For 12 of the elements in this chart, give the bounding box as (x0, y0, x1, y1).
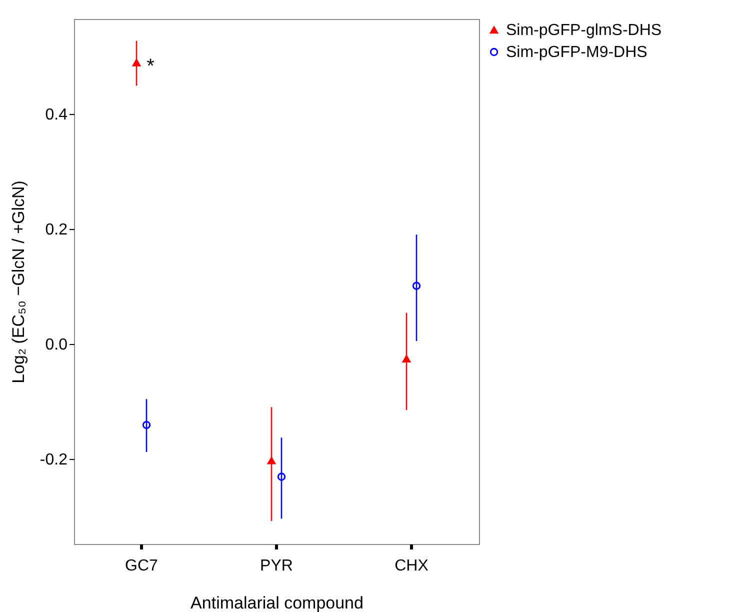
y-tick-label: 0.4 (45, 106, 68, 124)
y-tick-label: 0.0 (45, 336, 68, 354)
y-tick-label: -0.2 (40, 451, 68, 468)
y-axis-title: Log₂ (EC₅₀ −GlcN / +GlcN) (8, 180, 28, 384)
x-tick-label: PYR (260, 558, 293, 574)
legend-label: Sim-pGFP-M9-DHS (506, 44, 648, 61)
y-tick-label: 0.2 (45, 221, 68, 238)
x-tick-label: GC7 (125, 558, 158, 574)
x-tick-label: CHX (394, 558, 429, 574)
x-axis-title: Antimalarial compound (190, 594, 364, 612)
annotation: * (146, 56, 155, 78)
legend-label: Sim-pGFP-glmS-DHS (506, 22, 662, 39)
